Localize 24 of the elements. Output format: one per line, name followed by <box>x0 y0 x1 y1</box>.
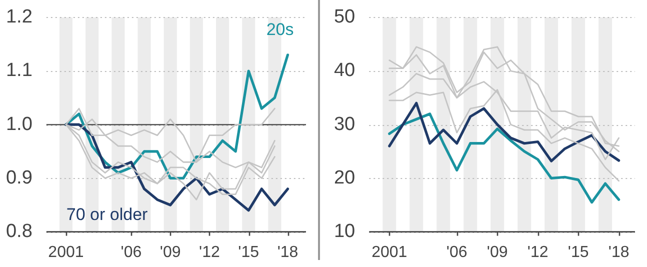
y-tick-label: 1.1 <box>6 60 32 82</box>
series-label: 20s <box>266 20 294 40</box>
x-tick-label: '18 <box>277 244 298 261</box>
y-tick-label: 10 <box>334 221 356 242</box>
x-tick-label: '12 <box>199 244 220 261</box>
x-tick-label: 2001 <box>372 244 408 261</box>
x-tick-label: '09 <box>486 244 508 261</box>
x-tick-label: '12 <box>527 244 548 261</box>
y-tick-label: 20 <box>334 167 356 188</box>
y-tick-label: 0.8 <box>6 221 32 242</box>
x-tick-label: '15 <box>568 244 589 261</box>
series-label: 70 or older <box>66 204 148 224</box>
y-tick-label: 30 <box>334 114 356 135</box>
x-tick-label: '06 <box>446 244 468 261</box>
x-tick-label: '18 <box>608 244 630 261</box>
x-tick-label: 2001 <box>48 244 84 261</box>
y-tick-label: 40 <box>334 60 356 82</box>
y-tick-label: 1.0 <box>6 114 32 135</box>
y-tick-label: 50 <box>334 6 356 28</box>
x-tick-label: '09 <box>160 244 181 261</box>
y-tick-label: 0.9 <box>6 167 32 188</box>
x-tick-label: '06 <box>120 244 142 261</box>
x-tick-label: '15 <box>238 244 260 261</box>
y-tick-label: 1.2 <box>6 6 32 28</box>
